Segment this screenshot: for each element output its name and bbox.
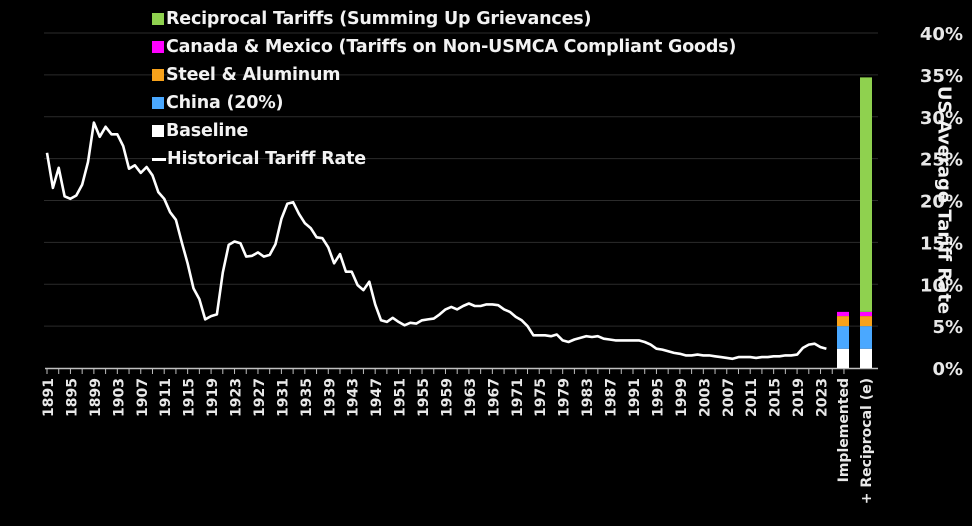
x-tick-label: 1991 xyxy=(627,378,643,417)
legend-item-china: China (20%) xyxy=(152,89,736,117)
x-tick-label: 2011 xyxy=(744,378,760,417)
y-axis-title: US Average Tariff Rate xyxy=(933,85,955,315)
x-tick-label: 1979 xyxy=(557,378,573,417)
x-tick-label: 2003 xyxy=(697,378,713,417)
stacked-bars xyxy=(837,77,872,368)
x-tick-label: 1995 xyxy=(650,378,666,417)
x-tick-label: 1975 xyxy=(533,378,549,417)
x-tick-label: 1927 xyxy=(252,378,268,417)
legend-item-canada-mexico: Canada & Mexico (Tariffs on Non-USMCA Co… xyxy=(152,33,736,61)
y-tick-label: 40% xyxy=(920,24,963,45)
bar-segment xyxy=(860,326,872,349)
x-tick-label: 1959 xyxy=(439,378,455,417)
legend-label: Steel & Aluminum xyxy=(166,65,341,85)
bar-category-label: + Reciprocal (e) xyxy=(859,378,875,504)
x-tick-label: 2007 xyxy=(721,378,737,417)
x-tick-label: 1955 xyxy=(416,378,432,417)
bar-segment xyxy=(837,311,849,317)
y-tick-label: 0% xyxy=(932,359,963,380)
x-tick-label: 2023 xyxy=(815,378,831,417)
legend: Reciprocal Tariffs (Summing Up Grievance… xyxy=(152,5,736,173)
x-tick-label: 1899 xyxy=(88,378,104,417)
legend-label: Reciprocal Tariffs (Summing Up Grievance… xyxy=(166,9,592,29)
x-tick-label: 1947 xyxy=(369,378,385,417)
bar-segment xyxy=(837,326,849,349)
x-tick-label: 1891 xyxy=(41,378,57,417)
legend-swatch xyxy=(152,125,164,137)
legend-label: Historical Tariff Rate xyxy=(167,149,366,169)
x-tick-label: 2015 xyxy=(768,378,784,417)
y-tick-label: 10% xyxy=(920,275,963,296)
historical-tariff-line xyxy=(45,121,827,361)
x-axis-labels: 1891 1895 1899 1903 1907 1911 1915 1919 1923 1927… xyxy=(41,378,875,504)
y-axis-ticks: 0% 5% 10% 15% 20% 25% 30% 35% 40% xyxy=(920,24,963,380)
x-axis xyxy=(45,367,878,374)
x-tick-label: 1983 xyxy=(580,378,596,417)
legend-swatch xyxy=(152,13,164,25)
legend-item-reciprocal: Reciprocal Tariffs (Summing Up Grievance… xyxy=(152,5,736,33)
bar-segment xyxy=(860,316,872,327)
x-tick-label: 1903 xyxy=(111,378,127,417)
bar-segment xyxy=(860,77,872,312)
y-tick-label: 20% xyxy=(920,192,963,213)
legend-item-baseline: Baseline xyxy=(152,117,736,145)
legend-line-swatch xyxy=(152,157,166,161)
bar-segment xyxy=(860,311,872,317)
legend-swatch xyxy=(152,41,164,53)
x-tick-label: 1911 xyxy=(158,378,174,417)
y-tick-label: 5% xyxy=(932,317,963,338)
bar-segment xyxy=(837,348,849,368)
y-tick-label: 15% xyxy=(920,233,963,254)
legend-item-steel-aluminum: Steel & Aluminum xyxy=(152,61,736,89)
x-tick-label: 1919 xyxy=(205,378,221,417)
y-tick-label: 25% xyxy=(920,150,963,171)
x-tick-label: 1907 xyxy=(135,378,151,417)
legend-swatch xyxy=(152,69,164,81)
x-tick-label: 1923 xyxy=(229,378,245,417)
x-tick-label: 1943 xyxy=(346,378,362,417)
y-tick-label: 30% xyxy=(920,108,963,129)
x-tick-label: 1999 xyxy=(674,378,690,417)
x-tick-label: 1987 xyxy=(604,378,620,417)
x-tick-label: 1935 xyxy=(299,378,315,417)
x-tick-label: 1963 xyxy=(463,378,479,417)
legend-item-historical: Historical Tariff Rate xyxy=(152,145,736,173)
x-tick-label: 1915 xyxy=(182,378,198,417)
x-tick-label: 1895 xyxy=(64,378,80,417)
legend-swatch xyxy=(152,97,164,109)
x-tick-label: 1939 xyxy=(322,378,338,417)
legend-label: China (20%) xyxy=(166,93,284,113)
legend-label: Canada & Mexico (Tariffs on Non-USMCA Co… xyxy=(166,37,737,57)
bar-segment xyxy=(837,316,849,327)
y-tick-label: 35% xyxy=(920,66,963,87)
x-tick-label: 1931 xyxy=(275,378,291,417)
x-tick-label: 1951 xyxy=(393,378,409,417)
x-tick-label: 2019 xyxy=(791,378,807,417)
bar-segment xyxy=(860,348,872,368)
x-tick-label: 1967 xyxy=(486,378,502,417)
legend-label: Baseline xyxy=(166,121,249,141)
bar-category-label: Implemented xyxy=(836,378,852,482)
x-tick-label: 1971 xyxy=(510,378,526,417)
